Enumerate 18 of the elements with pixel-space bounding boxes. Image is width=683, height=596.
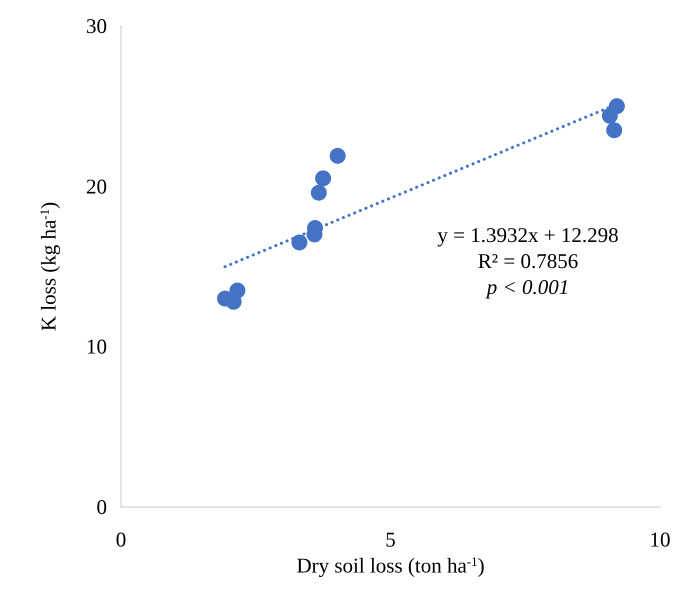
y-tick-label: 10 — [86, 334, 107, 359]
point — [291, 234, 308, 250]
point — [606, 122, 622, 138]
point — [330, 148, 346, 164]
annotation: p < 0.001 — [484, 275, 570, 299]
point — [229, 282, 246, 299]
y-tick-label: 20 — [86, 174, 107, 198]
y-tick-label: 0 — [96, 495, 107, 519]
y-axis-title: K loss (kg ha-1) — [36, 202, 60, 332]
annotation: y = 1.3932x + 12.298 — [437, 223, 619, 247]
point — [315, 170, 332, 186]
x-tick-label: 10 — [650, 528, 670, 552]
point — [310, 184, 327, 201]
annotation: R² = 0.7856 — [478, 249, 578, 273]
point — [608, 98, 625, 114]
x-tick-label: 5 — [385, 528, 396, 552]
y-tick-label: 30 — [86, 14, 107, 38]
x-tick-label: 0 — [116, 528, 126, 552]
